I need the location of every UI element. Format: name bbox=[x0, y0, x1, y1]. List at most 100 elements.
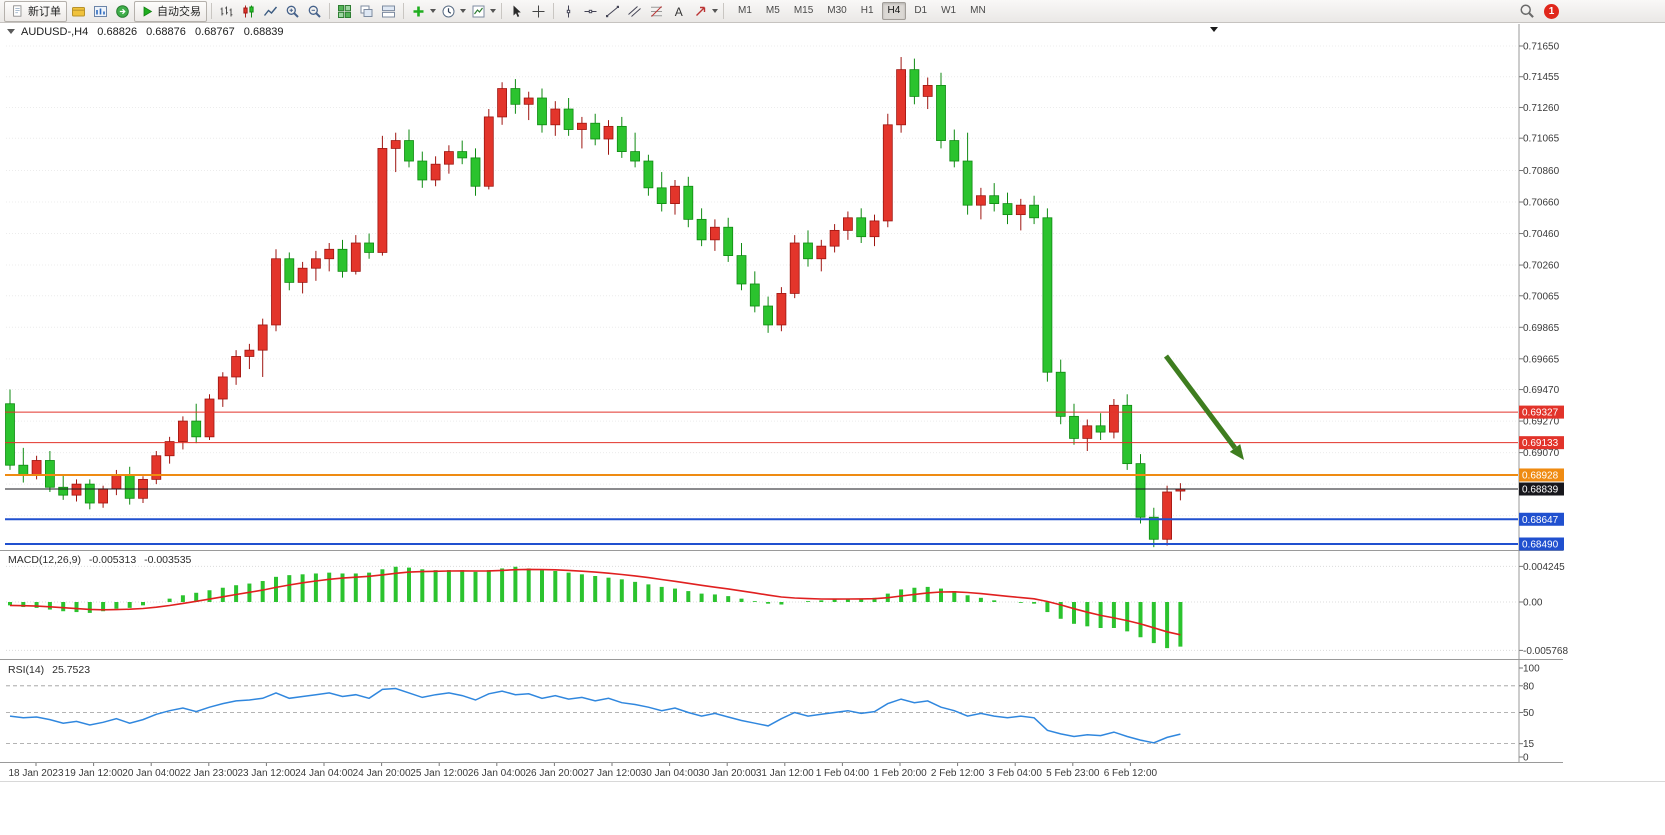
timeframe-button-M1[interactable]: M1 bbox=[738, 5, 752, 16]
autotrade-button[interactable]: 自动交易 bbox=[134, 0, 207, 22]
timeframe-button-H1[interactable]: H1 bbox=[860, 5, 874, 16]
cursor-icon[interactable] bbox=[506, 2, 527, 21]
candle bbox=[84, 483, 95, 504]
price-tag bbox=[1519, 468, 1564, 482]
price-tick-label: 0.71650 bbox=[1523, 42, 1560, 53]
candle bbox=[763, 305, 773, 326]
timeframe-button-D1[interactable]: D1 bbox=[914, 5, 928, 16]
arrows-dropdown-caret[interactable] bbox=[712, 9, 718, 13]
price-tick-label: 0.71455 bbox=[1523, 72, 1560, 83]
price-tag-label: 0.69133 bbox=[1522, 438, 1559, 449]
rsi-header: RSI(14) 25.7523 bbox=[8, 664, 95, 676]
macd-tick-label: -0.005768 bbox=[1523, 646, 1568, 657]
horizontal-line-tool-icon[interactable] bbox=[580, 2, 601, 21]
candle bbox=[656, 187, 667, 204]
bar-chart-mode-icon[interactable] bbox=[216, 2, 237, 21]
candle bbox=[643, 160, 654, 189]
rsi-value: 25.7523 bbox=[52, 664, 91, 676]
candle bbox=[670, 185, 680, 204]
cascade-windows-icon[interactable] bbox=[356, 2, 377, 21]
zoom-out-icon[interactable] bbox=[304, 2, 325, 21]
timeframe-toolbar: M1 M5 M15 M30 H1 H4 D1 W1 MN bbox=[732, 2, 992, 20]
crosshair-icon[interactable] bbox=[528, 2, 549, 21]
templates-icon[interactable] bbox=[468, 2, 489, 21]
chart-shift-marker[interactable] bbox=[1210, 27, 1218, 32]
fibonacci-tool-icon[interactable] bbox=[646, 2, 667, 21]
trendline-tool-icon[interactable] bbox=[602, 2, 623, 21]
indicators-add-icon[interactable] bbox=[408, 2, 429, 21]
time-axis-label: 23 Jan 12:00 bbox=[237, 768, 295, 779]
market-watch-icon[interactable] bbox=[90, 2, 111, 21]
time-axis-label: 30 Jan 20:00 bbox=[698, 768, 756, 779]
candle bbox=[457, 151, 468, 159]
candle bbox=[896, 69, 906, 126]
timeframe-button-M5[interactable]: M5 bbox=[765, 5, 780, 16]
candle bbox=[417, 160, 428, 181]
timeframe-button-MN[interactable]: MN bbox=[970, 5, 986, 16]
high-value: 0.68876 bbox=[146, 26, 186, 38]
journal-icon[interactable] bbox=[68, 2, 89, 21]
time-axis-label: 6 Feb 12:00 bbox=[1104, 768, 1158, 779]
rsi-tick-label: 15 bbox=[1523, 739, 1535, 750]
candle bbox=[310, 258, 321, 269]
periods-icon[interactable] bbox=[438, 2, 459, 21]
candle bbox=[404, 140, 414, 162]
price-tick-label: 0.70860 bbox=[1523, 166, 1560, 177]
oneclick-trading-collapse-icon[interactable] bbox=[7, 29, 15, 34]
timeframe-button-H4[interactable]: H4 bbox=[881, 2, 907, 20]
arrows-tool-icon[interactable] bbox=[690, 2, 711, 21]
price-tag-label: 0.68839 bbox=[1522, 484, 1559, 495]
channel-tool-icon[interactable] bbox=[624, 2, 645, 21]
price-tick-label: 0.70460 bbox=[1523, 229, 1560, 240]
toolbar-separator bbox=[723, 3, 724, 19]
price-tick-label: 0.71260 bbox=[1523, 103, 1560, 114]
annotation-arrow-shaft[interactable] bbox=[1164, 354, 1237, 450]
toolbar-separator bbox=[211, 3, 212, 19]
price-tag bbox=[1519, 537, 1564, 551]
search-icon[interactable] bbox=[1516, 2, 1537, 21]
text-tool-icon[interactable]: A bbox=[668, 2, 689, 21]
candle bbox=[1002, 203, 1013, 216]
timeframe-button-W1[interactable]: W1 bbox=[941, 5, 957, 16]
candle bbox=[231, 356, 242, 378]
candle bbox=[962, 160, 973, 206]
navigator-icon[interactable] bbox=[112, 2, 133, 21]
candle bbox=[191, 420, 202, 438]
periods-dropdown-caret[interactable] bbox=[460, 9, 466, 13]
candle bbox=[58, 486, 69, 496]
candle bbox=[710, 226, 720, 241]
close-value: 0.68839 bbox=[243, 26, 284, 38]
toolbar-separator bbox=[553, 3, 554, 19]
rsi-label: RSI(14) bbox=[8, 664, 45, 676]
time-axis-label: 26 Jan 04:00 bbox=[468, 768, 526, 779]
candle bbox=[909, 69, 920, 97]
candle bbox=[364, 242, 375, 253]
indicators-dropdown-caret[interactable] bbox=[430, 9, 436, 13]
tile-windows-icon[interactable] bbox=[334, 2, 355, 21]
candle bbox=[483, 116, 494, 187]
candle bbox=[257, 324, 268, 351]
vertical-line-tool-icon[interactable] bbox=[558, 2, 579, 21]
candle bbox=[843, 217, 853, 231]
toolbar: 新订单 自动交易 bbox=[0, 0, 1665, 23]
tile-horizontal-icon[interactable] bbox=[378, 2, 399, 21]
candle bbox=[1069, 415, 1079, 439]
zoom-in-icon[interactable] bbox=[282, 2, 303, 21]
annotation-arrow-head[interactable] bbox=[1229, 444, 1244, 460]
candlestick-mode-icon[interactable] bbox=[238, 2, 259, 21]
time-axis-label: 31 Jan 12:00 bbox=[756, 768, 814, 779]
line-chart-mode-icon[interactable] bbox=[260, 2, 281, 21]
candle bbox=[577, 122, 587, 130]
price-tag bbox=[1519, 405, 1564, 419]
time-axis-label: 25 Jan 12:00 bbox=[410, 768, 468, 779]
timeframe-button-M30[interactable]: M30 bbox=[827, 5, 847, 16]
macd-tick-label: 0.004245 bbox=[1523, 562, 1565, 573]
candle bbox=[789, 242, 800, 294]
new-order-button[interactable]: 新订单 bbox=[4, 0, 67, 22]
notification-badge[interactable]: 1 bbox=[1544, 3, 1559, 19]
templates-dropdown-caret[interactable] bbox=[490, 9, 496, 13]
timeframe-button-M15[interactable]: M15 bbox=[793, 5, 814, 16]
time-axis-label: 30 Jan 04:00 bbox=[641, 768, 699, 779]
candle bbox=[603, 125, 614, 140]
